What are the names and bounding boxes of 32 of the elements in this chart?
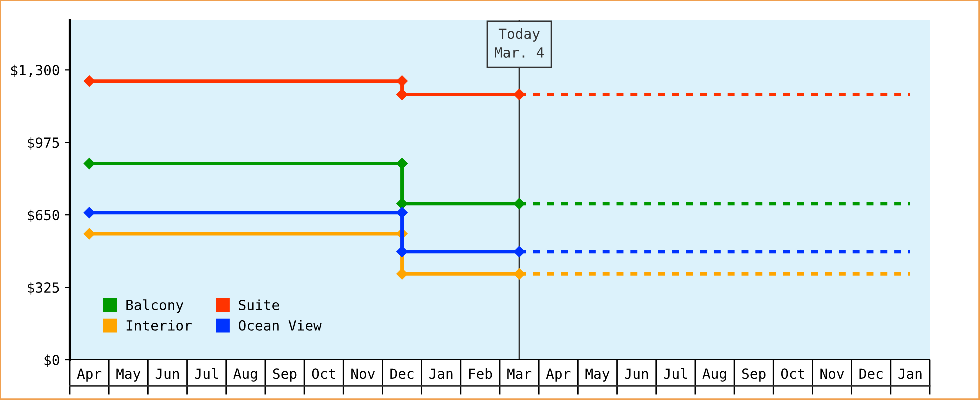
x-tick-label: Oct: [781, 368, 804, 380]
legend-label: Interior: [126, 320, 192, 331]
x-tick-label: Sep: [273, 368, 297, 382]
x-tick-label: Nov: [352, 368, 376, 380]
x-tick-label: Jan: [898, 368, 922, 380]
x-tick-label: Dec: [860, 368, 883, 380]
x-tick-label: Nov: [820, 368, 844, 380]
y-tick-label: $975: [28, 137, 60, 150]
x-tick-label: Apr: [546, 368, 571, 382]
x-tick-label: Feb: [469, 368, 492, 380]
x-tick-label: Jul: [664, 368, 688, 380]
y-tick-label: $0: [44, 354, 60, 368]
x-tick-label: Mar: [508, 368, 532, 380]
x-tick-label: Dec: [390, 368, 414, 380]
x-tick-label: Jun: [625, 368, 648, 380]
x-tick-label: Jul: [195, 368, 218, 380]
x-tick-label: May: [586, 368, 610, 382]
y-tick-label: $325: [28, 282, 60, 295]
x-tick-label: May: [116, 368, 141, 382]
y-tick-label: $650: [28, 210, 60, 222]
legend-label: Balcony: [126, 300, 184, 314]
ref-line-label: Today Mar. 4: [495, 28, 544, 58]
x-tick-label: Jun: [156, 368, 180, 380]
legend-label: Ocean View: [239, 320, 322, 331]
x-tick-label: Sep: [742, 368, 766, 382]
x-tick-label: Aug: [234, 368, 258, 382]
x-tick-label: Jan: [430, 368, 453, 380]
x-tick-label: Apr: [77, 368, 102, 382]
legend-label: Suite: [239, 300, 280, 310]
x-tick-label: Aug: [702, 368, 726, 382]
x-tick-label: Oct: [312, 368, 336, 380]
y-tick-label: $1,300: [11, 64, 60, 78]
